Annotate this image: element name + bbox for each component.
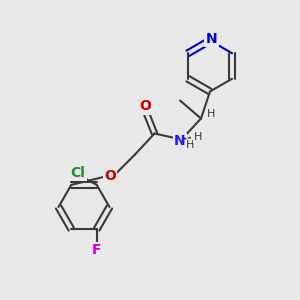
Text: H: H [207, 109, 216, 119]
Text: N: N [206, 32, 217, 46]
Text: H: H [186, 140, 194, 150]
Text: N: N [174, 134, 186, 148]
Text: Cl: Cl [70, 166, 85, 180]
Text: H: H [194, 131, 202, 142]
Text: F: F [92, 243, 101, 257]
Text: O: O [140, 100, 152, 113]
Text: O: O [104, 169, 116, 182]
